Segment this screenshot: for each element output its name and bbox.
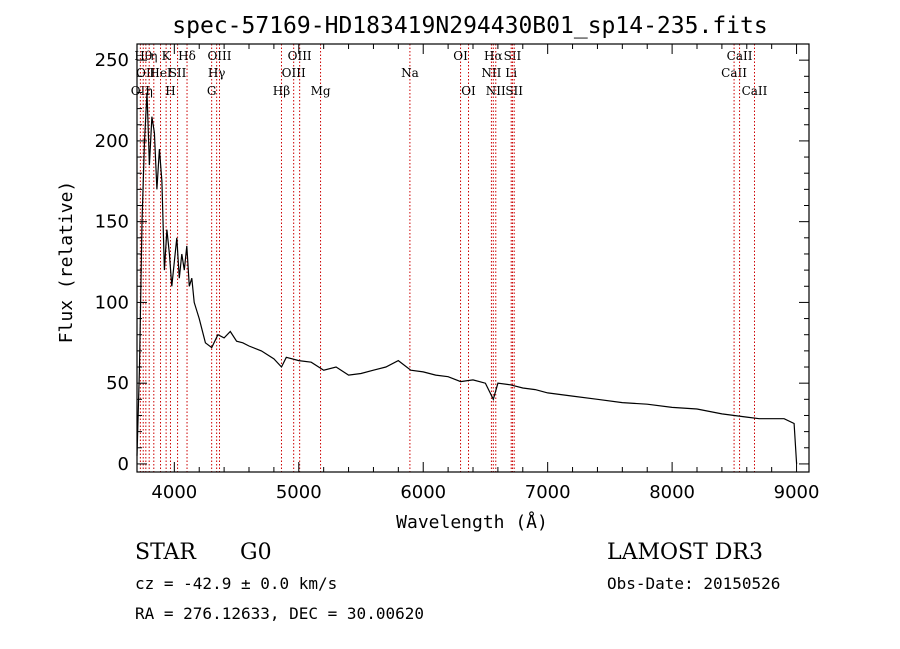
- spectrum-chart: spec-57169-HD183419N294430B01_sp14-235.f…: [56, 13, 820, 533]
- line-marker-label: OIII: [288, 49, 312, 63]
- y-tick-label: 100: [95, 292, 129, 313]
- y-tick-label: 50: [106, 373, 129, 394]
- line-marker-label: OI: [453, 49, 468, 63]
- obs-date: Obs-Date: 20150526: [607, 574, 781, 593]
- spectrum-line: [136, 92, 798, 464]
- line-marker-label: SII: [504, 49, 522, 63]
- line-marker-label: Hθ: [134, 49, 152, 63]
- y-tick-label: 150: [95, 212, 129, 233]
- line-marker-label: NII: [486, 84, 506, 98]
- y-tick-label: 250: [95, 50, 129, 71]
- y-tick-label: 200: [95, 131, 129, 152]
- y-axis-title: Flux (relative): [56, 181, 77, 344]
- object-subclass: G0: [240, 540, 272, 565]
- x-tick-label: 9000: [774, 482, 820, 503]
- line-marker-label: Li: [505, 66, 517, 80]
- line-marker-label: Hα: [484, 49, 503, 63]
- axis-ticks: 4000 5000 6000 7000 8000 9000 0 50 100 150 200 250: [95, 44, 820, 503]
- line-marker-label: Mg: [311, 84, 331, 98]
- line-marker-label: Hγ: [208, 66, 226, 80]
- line-marker-label: SII: [505, 84, 523, 98]
- line-marker-label: η: [146, 84, 153, 98]
- line-marker-label: CaII: [742, 84, 768, 98]
- y-tick-label: 0: [118, 454, 129, 475]
- line-marker-label: Hβ: [273, 84, 290, 98]
- line-marker-label: SII: [169, 66, 187, 80]
- line-marker-label: OIII: [282, 66, 306, 80]
- chart-title: spec-57169-HD183419N294430B01_sp14-235.f…: [172, 13, 767, 39]
- line-marker-label: CaII: [727, 49, 753, 63]
- survey-name: LAMOST DR3: [607, 540, 763, 565]
- line-marker-label: K: [162, 49, 172, 63]
- coordinates: RA = 276.12633, DEC = 30.00620: [135, 604, 424, 623]
- line-marker-label: OIII: [207, 49, 231, 63]
- x-tick-label: 7000: [525, 482, 571, 503]
- line-marker-label: CaII: [721, 66, 747, 80]
- x-tick-label: 6000: [400, 482, 446, 503]
- x-tick-label: 5000: [276, 482, 322, 503]
- line-marker-label: Na: [401, 66, 419, 80]
- line-marker-label: Hδ: [178, 49, 196, 63]
- plot-frame: [136, 43, 810, 473]
- line-marker-label: OI: [461, 84, 476, 98]
- x-tick-label: 4000: [151, 482, 197, 503]
- line-marker-label: NII: [481, 66, 501, 80]
- line-marker-label: η: [150, 49, 157, 63]
- line-marker-label: G: [207, 84, 217, 98]
- object-class: STAR: [135, 540, 196, 565]
- x-tick-label: 8000: [649, 482, 695, 503]
- line-marker-label: H: [165, 84, 175, 98]
- x-axis-title: Wavelength (Å): [396, 511, 548, 533]
- redshift-text: cz = -42.9 ± 0.0 km/s: [135, 574, 338, 593]
